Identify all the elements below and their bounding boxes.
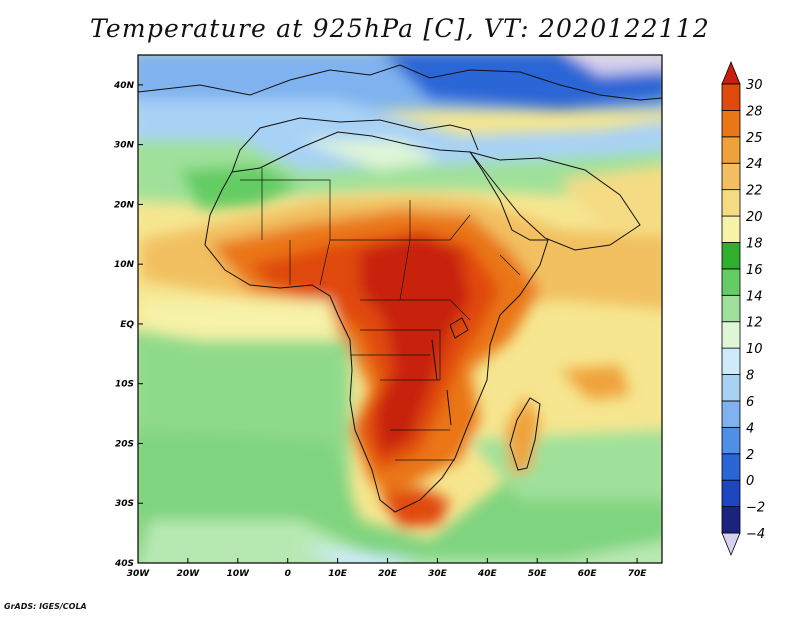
x-tick-label: 70E	[628, 569, 648, 579]
colorbar-label: 16	[746, 263, 763, 278]
y-tick-label: EQ	[120, 320, 134, 330]
lake-victoria	[449, 317, 469, 339]
grads-credit: GrADS: IGES/COLA	[4, 602, 87, 611]
y-tick-label: 40N	[113, 81, 135, 91]
y-tick-label: 20N	[114, 200, 135, 210]
colorbar-segment	[721, 83, 741, 111]
colorbar-label: 18	[746, 236, 763, 251]
colorbar-label: 10	[746, 342, 763, 357]
x-tick-label: 30W	[127, 569, 151, 579]
colorbar-segment	[721, 321, 741, 349]
lake-tanganyika	[431, 339, 438, 381]
colorbar-label: 6	[746, 395, 754, 410]
x-tick-label: 40E	[477, 569, 498, 579]
x-tick-label: 0	[285, 569, 291, 579]
y-tick-label: 30N	[114, 141, 135, 151]
colorbar-segment	[721, 294, 741, 323]
colorbar-label: 25	[746, 131, 763, 146]
europe-coastline	[138, 64, 662, 101]
x-tick-label: 10W	[227, 569, 251, 579]
y-axis: 40N 30N 20N 10N EQ 10S 20S 30S 40S	[113, 81, 143, 569]
x-tick-label: 20E	[378, 569, 398, 579]
plot-frame	[137, 54, 663, 564]
lake-malawi	[446, 389, 452, 426]
x-tick-label: 30E	[428, 569, 448, 579]
y-tick-label: 30S	[115, 499, 134, 509]
x-axis: 30W 20W 10W 0 10E 20E 30E 40E 50E 60E 70E	[127, 558, 647, 579]
arabia-coastline	[468, 151, 641, 251]
colorbar-segment	[721, 453, 741, 481]
colorbar-segment	[721, 189, 741, 217]
colorbar-segment	[721, 136, 741, 164]
temperature-field	[138, 55, 662, 563]
colorbar-segment	[721, 242, 741, 270]
colorbar-label: 12	[746, 316, 763, 331]
x-tick-label: 20W	[177, 569, 201, 579]
colorbar-segment	[721, 479, 741, 507]
colorbar-label: 20	[746, 210, 763, 225]
colorbar-segment	[721, 110, 741, 138]
country-borders	[240, 168, 521, 461]
colorbar-label: 2	[746, 448, 754, 463]
y-tick-label: 10N	[114, 260, 135, 270]
colorbar-label: 22	[746, 184, 763, 199]
y-tick-label: 10S	[115, 380, 134, 390]
madagascar-coastline	[509, 397, 541, 471]
colorbar-segment	[721, 506, 741, 534]
colorbar-label: 4	[746, 421, 754, 436]
colorbar-label: 30	[746, 78, 763, 93]
colorbar-segment	[721, 400, 741, 428]
y-tick-label: 20S	[115, 439, 134, 449]
map-title: Temperature at 925hPa [C], VT: 202012211…	[90, 14, 710, 43]
colorbar-segment-max	[721, 60, 741, 85]
colorbar-segment	[721, 374, 741, 402]
y-tick-label: 40S	[114, 559, 134, 569]
colorbar-segment	[721, 215, 741, 243]
colorbar-label: 14	[746, 289, 763, 304]
mediterranean-coast	[231, 117, 479, 173]
x-tick-label: 60E	[578, 569, 598, 579]
x-tick-label: 10E	[328, 569, 348, 579]
colorbar-label: 8	[746, 369, 754, 384]
colorbar-label: 24	[746, 157, 763, 172]
x-tick-label: 50E	[528, 569, 548, 579]
africa-coastline	[204, 131, 549, 513]
colorbar-segment	[721, 347, 741, 375]
coastlines	[138, 64, 662, 513]
colorbar-segment-min	[721, 532, 741, 557]
colorbar-label: 0	[746, 474, 754, 489]
colorbar-label: −2	[746, 501, 765, 516]
colorbar-label: 28	[746, 104, 763, 119]
colorbar-label: −4	[746, 527, 765, 542]
colorbar-segment	[721, 162, 741, 191]
colorbar-segment	[721, 426, 741, 455]
colorbar-segment	[721, 268, 741, 296]
